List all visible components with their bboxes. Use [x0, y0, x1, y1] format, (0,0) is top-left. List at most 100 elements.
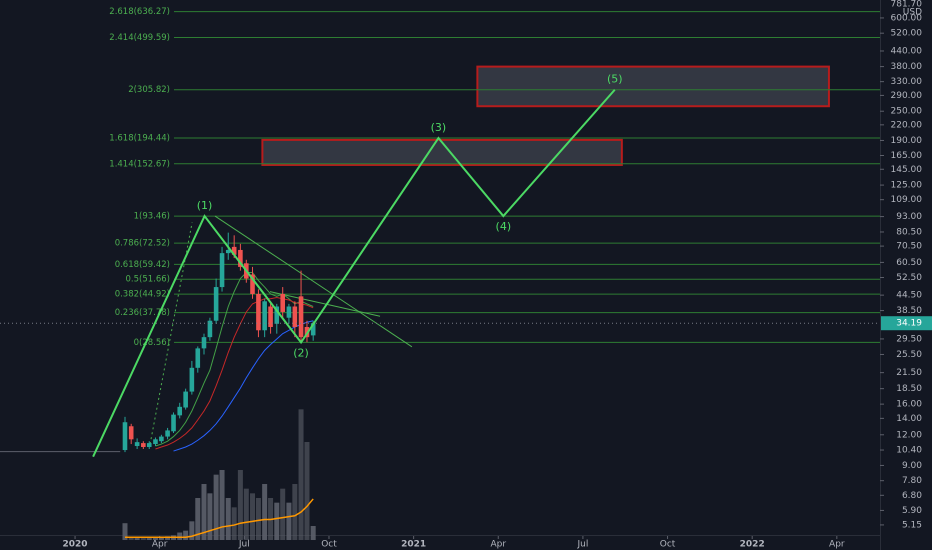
volume-bar: [140, 538, 146, 540]
x-tick-label: 2020: [63, 540, 88, 550]
volume-bar: [304, 442, 310, 540]
moving-average: [173, 320, 314, 452]
candle-body: [183, 391, 188, 408]
volume-bar: [286, 502, 292, 540]
candle-body: [256, 293, 261, 331]
candle-body: [280, 293, 286, 312]
candle-body: [122, 422, 128, 451]
candle-body: [177, 406, 183, 416]
volume-bar: [280, 488, 286, 540]
y-tick-label: 380.00: [891, 62, 923, 72]
fib-label: 0.236(37.78): [115, 308, 170, 318]
y-tick-label: 38.50: [896, 306, 922, 316]
candle-body: [141, 443, 146, 448]
candle-body: [219, 253, 225, 288]
volume-bar: [262, 484, 268, 540]
fib-label: 0(28.56): [134, 338, 170, 348]
candle-body: [225, 249, 231, 254]
x-tick-label: Apr: [490, 540, 506, 550]
candle-body: [201, 337, 207, 349]
volume-bar: [201, 484, 207, 540]
y-tick-label: 109.00: [891, 195, 923, 205]
y-tick-label: 520.00: [891, 29, 923, 39]
candle-body: [250, 274, 255, 294]
volume-bar: [310, 526, 316, 540]
x-tick-label: Oct: [321, 540, 337, 550]
target-zone: [261, 138, 623, 166]
fib-label: 0.786(72.52): [115, 239, 170, 249]
trendline: [214, 215, 413, 348]
wave-label: (3): [431, 121, 447, 134]
volume-bar: [292, 484, 298, 540]
wave-label: (4): [496, 220, 512, 233]
candle-body: [286, 306, 292, 318]
fib-label: 0.618(59.42): [115, 260, 170, 270]
wave-label: (1): [197, 199, 213, 212]
candle-body: [298, 296, 304, 338]
volume-bar: [146, 538, 152, 540]
volume-bar: [250, 493, 256, 540]
x-tick-label: Jul: [238, 540, 250, 550]
moving-average: [155, 297, 314, 450]
y-tick-label: 220.00: [891, 120, 923, 130]
y-tick-label: 14.00: [896, 414, 922, 424]
volume-bar: [225, 498, 231, 540]
volume-bar: [298, 409, 304, 540]
y-tick-label: 18.50: [896, 384, 922, 394]
x-tick-label: Oct: [660, 540, 676, 550]
y-tick-label: 250.00: [891, 107, 923, 117]
moving-average: [155, 272, 314, 447]
candle-body: [195, 348, 201, 368]
last-price-label: 34.19: [896, 319, 922, 329]
x-tick-label: Apr: [829, 540, 845, 550]
candle-body: [274, 306, 280, 324]
fib-label: 1(93.46): [134, 212, 170, 222]
y-tick-label: 10.40: [896, 446, 922, 456]
volume-bar: [158, 537, 164, 540]
candle-body: [134, 442, 140, 447]
wave-label: (2): [293, 346, 309, 359]
candle-body: [231, 246, 237, 255]
volume-bar: [231, 507, 237, 540]
candle-body: [292, 306, 298, 327]
x-tick-label: Jul: [576, 540, 588, 550]
y-tick-label: 9.00: [902, 461, 922, 471]
fib-label: 0.382(44.92): [115, 290, 170, 300]
x-tick-label: Apr: [152, 540, 168, 550]
wave-label: (5): [607, 73, 623, 86]
candle-body: [189, 367, 195, 392]
volume-bar: [255, 498, 261, 540]
y-tick-label: 165.00: [891, 151, 923, 161]
y-tick-label: 21.50: [896, 368, 922, 378]
candle-body: [165, 430, 170, 437]
y-tick-label: 70.50: [896, 242, 922, 252]
y-tick-label: 440.00: [891, 46, 923, 56]
candle-body: [238, 249, 243, 267]
candle-body: [268, 306, 273, 327]
candle-body: [171, 414, 176, 432]
volume-bar: [274, 502, 280, 540]
y-tick-label: 52.50: [896, 273, 922, 283]
volume-bar: [213, 474, 219, 540]
price-scale-top: 781.70: [891, 0, 923, 10]
volume-bar: [134, 538, 140, 540]
fib-label: 2.618(636.27): [109, 7, 170, 17]
fib-label: 1.414(152.67): [109, 159, 170, 169]
y-tick-label: 93.00: [896, 212, 922, 222]
volume-bar: [122, 523, 128, 540]
volume-bar: [165, 536, 171, 540]
volume-bar: [237, 470, 243, 540]
candle-body: [310, 323, 316, 336]
fib-label: 0.5(51.66): [126, 275, 170, 285]
y-tick-label: 5.15: [902, 520, 922, 530]
y-tick-label: 190.00: [891, 136, 923, 146]
y-tick-label: 290.00: [891, 91, 923, 101]
y-tick-label: 600.00: [891, 13, 923, 23]
candle-body: [207, 320, 213, 338]
y-tick-label: 145.00: [891, 165, 923, 175]
candle-body: [262, 301, 267, 331]
candle-body: [153, 439, 158, 445]
volume-bar: [152, 537, 158, 540]
